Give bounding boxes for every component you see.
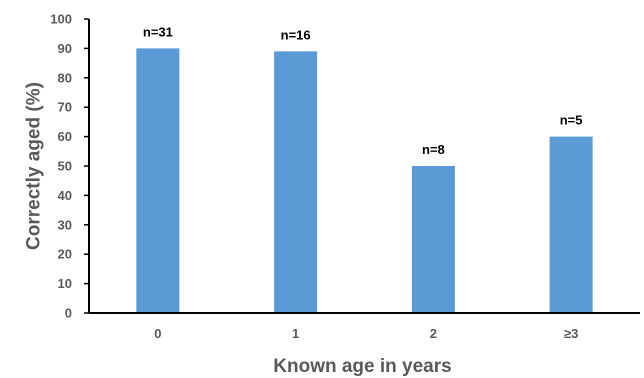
y-tick-label: 20: [58, 247, 72, 262]
x-tick-label: 2: [430, 326, 437, 341]
y-tick-label: 70: [58, 100, 72, 115]
x-axis-title: Known age in years: [273, 356, 451, 377]
y-tick-label: 100: [50, 12, 72, 27]
x-tick-label: 0: [154, 326, 161, 341]
x-tick-label: 1: [292, 326, 299, 341]
y-tick-label: 40: [58, 188, 72, 203]
bar-1: [274, 51, 318, 314]
y-axis-ticks: 0 10 20 30 40 50 60 70 80 90 100: [50, 12, 89, 321]
y-tick-label: 90: [58, 41, 72, 56]
bar-data-label: n=5: [560, 113, 583, 128]
bars: [136, 48, 593, 314]
y-tick-label: 0: [65, 306, 72, 321]
x-tick-label: ≥3: [564, 326, 578, 341]
bar-data-label: n=16: [281, 27, 311, 42]
y-tick-label: 60: [58, 129, 72, 144]
bar-data-label: n=31: [143, 24, 173, 39]
y-axis-title: Correctly aged (%): [24, 82, 45, 250]
x-axis-ticks: 0 1 2 ≥3: [154, 326, 578, 341]
bar-≥3: [549, 136, 593, 313]
bar-data-label: n=8: [422, 142, 445, 157]
y-tick-label: 80: [58, 70, 72, 85]
bar-0: [136, 48, 180, 314]
y-tick-label: 10: [58, 276, 72, 291]
y-tick-label: 30: [58, 217, 72, 232]
bar-2: [411, 166, 455, 313]
y-tick-label: 50: [58, 159, 72, 174]
data-labels: n=31 n=16 n=8 n=5: [143, 24, 583, 157]
